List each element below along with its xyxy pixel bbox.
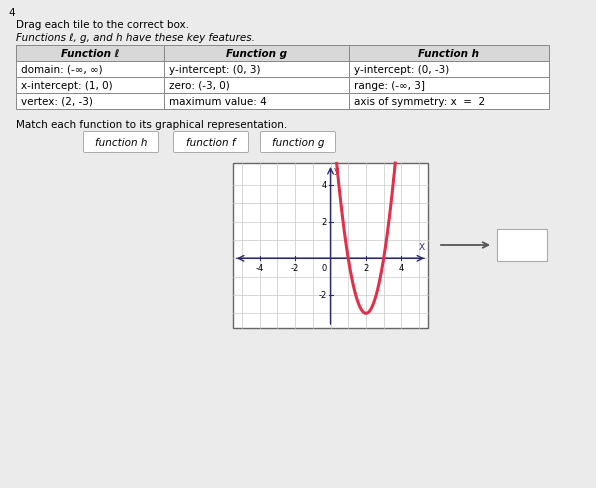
Bar (349, 62, 549, 78)
Text: function h: function h (95, 138, 147, 148)
Text: -2: -2 (318, 291, 327, 300)
Bar (349, 94, 549, 110)
Bar (164, 94, 349, 110)
FancyBboxPatch shape (260, 132, 336, 153)
Text: Match each function to its graphical representation.: Match each function to its graphical rep… (16, 120, 287, 130)
Bar (164, 78, 349, 94)
Bar (349, 78, 549, 94)
Text: 4: 4 (321, 181, 327, 190)
Text: Function h: Function h (418, 49, 480, 59)
Text: function g: function g (272, 138, 324, 148)
Text: X: X (419, 243, 425, 252)
Text: domain: (-∞, ∞): domain: (-∞, ∞) (21, 65, 103, 75)
Bar (164, 46, 349, 62)
Text: 2: 2 (321, 218, 327, 227)
Text: zero: (-3, 0): zero: (-3, 0) (169, 81, 229, 91)
Text: 0: 0 (321, 264, 327, 273)
Bar (16, 46, 164, 62)
Text: x-intercept: (1, 0): x-intercept: (1, 0) (21, 81, 113, 91)
Bar (16, 94, 164, 110)
Bar (233, 163, 428, 328)
Text: maximum value: 4: maximum value: 4 (169, 97, 267, 107)
Text: -4: -4 (256, 264, 263, 273)
Bar (497, 229, 547, 262)
Bar (16, 78, 164, 94)
Text: 4: 4 (399, 264, 404, 273)
FancyBboxPatch shape (173, 132, 249, 153)
Text: 2: 2 (364, 264, 368, 273)
Bar (349, 46, 549, 62)
FancyBboxPatch shape (83, 132, 159, 153)
Text: range: (-∞, 3]: range: (-∞, 3] (354, 81, 425, 91)
Text: Drag each tile to the correct box.: Drag each tile to the correct box. (16, 20, 189, 30)
Text: function f: function f (186, 138, 236, 148)
Text: Function ℓ: Function ℓ (61, 49, 119, 59)
Bar (16, 62, 164, 78)
Text: axis of symmetry: x  =  2: axis of symmetry: x = 2 (354, 97, 485, 107)
Text: y: y (334, 165, 339, 175)
Text: Functions ℓ, g, and h have these key features.: Functions ℓ, g, and h have these key fea… (16, 33, 255, 43)
Text: Function g: Function g (226, 49, 287, 59)
Text: 4: 4 (8, 8, 15, 18)
Text: y-intercept: (0, -3): y-intercept: (0, -3) (354, 65, 449, 75)
Text: y-intercept: (0, 3): y-intercept: (0, 3) (169, 65, 260, 75)
Bar (164, 62, 349, 78)
Text: -2: -2 (291, 264, 299, 273)
Text: vertex: (2, -3): vertex: (2, -3) (21, 97, 93, 107)
